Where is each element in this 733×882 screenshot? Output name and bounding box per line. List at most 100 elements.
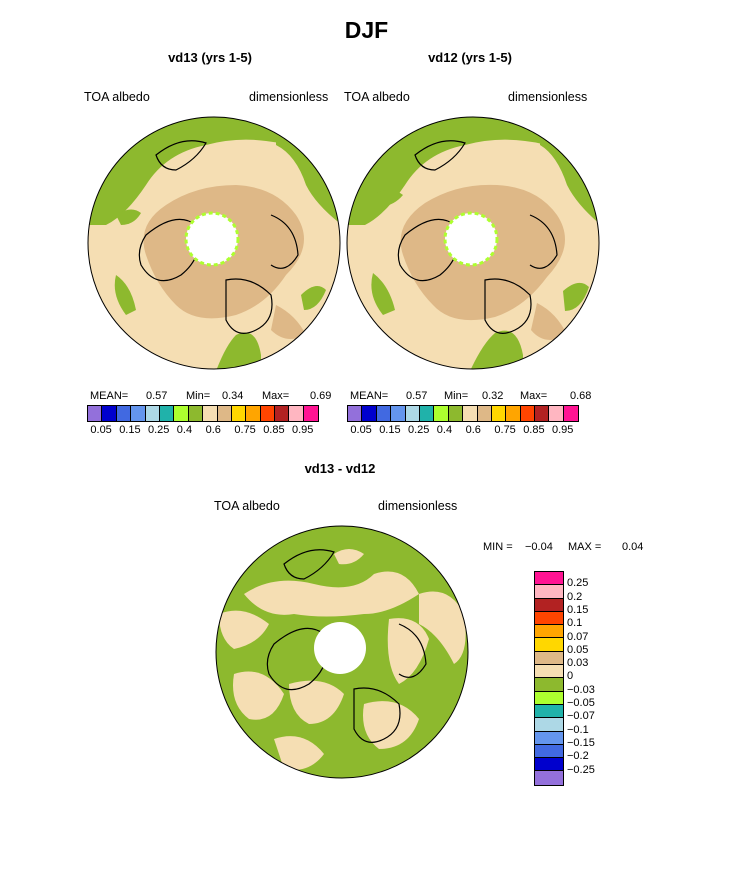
colorbar-swatch [491, 406, 507, 421]
colorbar-tick-label: 0.4 [436, 424, 453, 436]
colorbar-tick-label: 0.07 [567, 630, 589, 643]
panel-right-label: dimensionless [378, 499, 458, 513]
colorbar-tick-label: 0.03 [567, 657, 589, 670]
colorbar-swatch [362, 406, 377, 421]
colorbar-swatch [376, 406, 392, 421]
mean-label: MEAN= [350, 390, 389, 402]
colorbar-tick-label: 0.6 [205, 424, 221, 436]
min-label: Min= [444, 390, 469, 402]
colorbar-swatch [434, 406, 449, 421]
mean-value: 0.57 [406, 390, 428, 402]
colorbar-tick-label: 0.75 [234, 424, 256, 436]
colorbar-tick-label: 0.85 [523, 424, 545, 436]
colorbar-swatch [188, 406, 204, 421]
min-value: −0.04 [525, 541, 553, 553]
colorbar-swatch [477, 406, 492, 421]
colorbar-tick-label: 0.95 [552, 424, 574, 436]
colorbar-tick-label: −0.25 [567, 763, 595, 776]
colorbar-swatch [506, 406, 521, 421]
colorbar-tick-label: 0.05 [567, 643, 589, 656]
colorbar-swatch [289, 406, 304, 421]
colorbar-swatch [231, 406, 247, 421]
colorbar-swatch [535, 625, 563, 639]
colorbar-swatch [535, 731, 563, 745]
colorbar-swatch [159, 406, 175, 421]
colorbar-tick-label: −0.1 [567, 723, 589, 736]
colorbar-tick-label: 0.1 [567, 617, 583, 630]
polar-map-vd12 [346, 116, 600, 370]
colorbar-swatch [131, 406, 146, 421]
colorbar-tick-label: −0.05 [567, 697, 595, 709]
colorbar-swatch [275, 406, 290, 421]
colorbar-swatch [535, 678, 563, 692]
polar-map-vd13 [87, 116, 341, 370]
colorbar-tick-label: 0.75 [494, 424, 516, 436]
colorbar-swatch [520, 406, 536, 421]
max-label: Max= [262, 390, 290, 402]
max-value: 0.04 [622, 541, 644, 553]
colorbar-swatch [116, 406, 132, 421]
panel-left-label: TOA albedo [84, 90, 150, 104]
panel-right-label: dimensionless [508, 90, 588, 104]
colorbar-tick-label: 0.15 [379, 424, 401, 436]
colorbar-swatch [246, 406, 261, 421]
colorbar-tick-label: 0.15 [567, 603, 589, 616]
colorbar-swatch [203, 406, 218, 421]
colorbar-swatch [535, 585, 563, 599]
colorbar-swatch [535, 598, 563, 612]
mean-label: MEAN= [90, 390, 129, 402]
panel-right-label: dimensionless [249, 90, 329, 104]
colorbar-swatch [348, 406, 363, 421]
colorbar-swatch [535, 771, 563, 785]
colorbar-tick-label: 0.25 [567, 577, 589, 590]
colorbar-vd13 [87, 405, 320, 422]
colorbar-tick-label: 0.85 [263, 424, 285, 436]
colorbar-tick-label: −0.2 [567, 750, 589, 763]
colorbar-swatch [535, 572, 563, 586]
panel-title-vd13: vd13 (yrs 1-5) [168, 50, 252, 65]
mean-value: 0.57 [146, 390, 168, 402]
colorbar-tick-label: −0.07 [567, 710, 595, 723]
colorbar-tick-label: −0.03 [567, 683, 595, 696]
colorbar-tick-label: 0.05 [350, 424, 372, 436]
colorbar-tick-label: 0.15 [119, 424, 141, 436]
colorbar-swatch [260, 406, 276, 421]
panel-title-vd12: vd12 (yrs 1-5) [428, 50, 512, 65]
colorbar-tick-label: 0.25 [148, 424, 170, 436]
colorbar-swatch [217, 406, 232, 421]
colorbar-swatch [391, 406, 406, 421]
colorbar-tick-label: −0.15 [567, 736, 595, 749]
polar-map-diff [215, 525, 469, 779]
min-value: 0.34 [222, 390, 244, 402]
colorbar-tick-label: 0.2 [567, 590, 583, 603]
colorbar-swatch [535, 611, 563, 626]
colorbar-swatch [535, 638, 563, 652]
colorbar-swatch [88, 406, 103, 421]
colorbar-tick-label: 0.6 [465, 424, 481, 436]
colorbar-swatch [549, 406, 564, 421]
max-label: Max= [520, 390, 548, 402]
min-value: 0.32 [482, 390, 504, 402]
colorbar-swatch [535, 704, 563, 719]
colorbar-swatch [535, 744, 563, 759]
colorbar-tick-label: 0.4 [176, 424, 193, 436]
colorbar-swatch [102, 406, 117, 421]
colorbar-swatch [448, 406, 464, 421]
colorbar-swatch [174, 406, 189, 421]
max-value: 0.68 [570, 390, 592, 402]
colorbar-tick-label: 0.25 [408, 424, 430, 436]
colorbar-swatch [535, 651, 563, 666]
colorbar-swatch [535, 665, 563, 679]
colorbar-swatch [535, 718, 563, 732]
colorbar-tick-label: 0.95 [292, 424, 314, 436]
colorbar-swatch [303, 406, 319, 421]
colorbar-tick-label: 0 [567, 670, 574, 683]
colorbar-swatch [535, 406, 550, 421]
colorbar-swatch [419, 406, 435, 421]
colorbar-swatch [535, 691, 563, 705]
colorbar-swatch [463, 406, 478, 421]
panel-left-label: TOA albedo [214, 499, 280, 513]
colorbar-swatch [405, 406, 420, 421]
panel-title-diff: vd13 - vd12 [304, 461, 376, 476]
colorbar-vd12 [347, 405, 580, 422]
